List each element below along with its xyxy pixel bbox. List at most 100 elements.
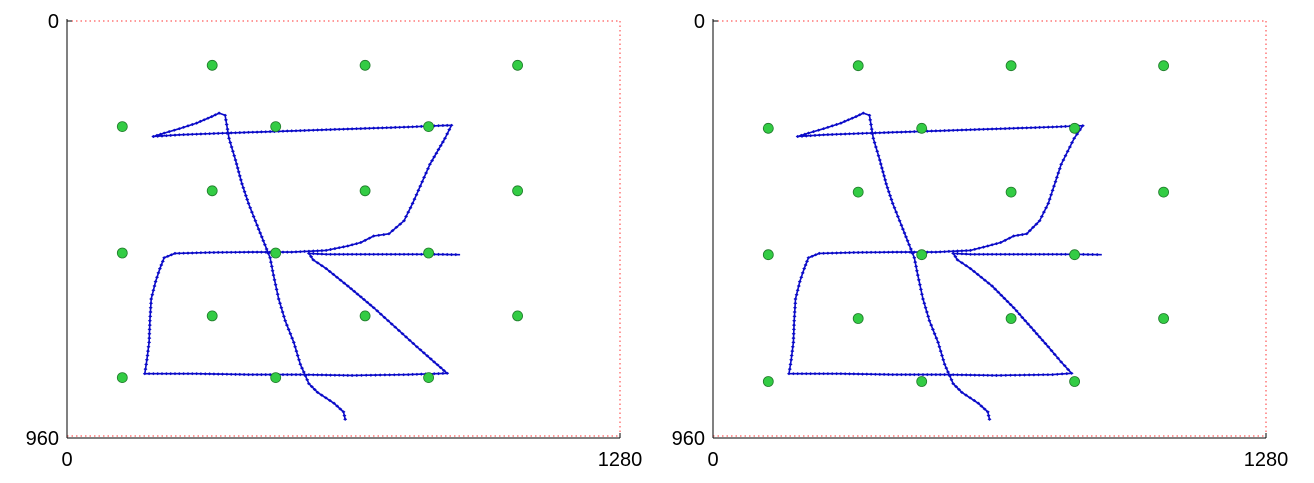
gaze-point xyxy=(355,292,360,296)
gaze-point xyxy=(856,372,861,376)
gaze-point xyxy=(273,283,278,287)
gaze-point xyxy=(890,130,895,134)
gaze-point xyxy=(440,123,445,128)
gaze-point xyxy=(816,128,821,132)
gaze-point xyxy=(345,252,350,256)
gaze-point xyxy=(338,278,343,282)
gaze-point xyxy=(324,128,329,132)
gaze-point xyxy=(1017,312,1022,316)
gaze-point xyxy=(402,219,406,223)
gaze-point xyxy=(1037,219,1042,223)
gaze-point xyxy=(328,128,333,132)
y-tick-label: 960 xyxy=(26,428,59,450)
gaze-point xyxy=(436,124,441,128)
gaze-point xyxy=(272,278,277,282)
gaze-point xyxy=(440,371,445,375)
target-point xyxy=(512,185,523,197)
gaze-point xyxy=(435,363,440,367)
target-point xyxy=(852,186,864,198)
target-point xyxy=(270,121,282,132)
gaze-point xyxy=(209,115,214,119)
target-point xyxy=(359,310,371,322)
gaze-point xyxy=(414,252,419,256)
gaze-point xyxy=(902,231,907,235)
gaze-point xyxy=(854,115,858,119)
gaze-point xyxy=(306,249,311,253)
gaze-point xyxy=(806,131,811,135)
gaze-point xyxy=(294,373,298,377)
gaze-point xyxy=(959,261,964,265)
gaze-point xyxy=(1027,373,1032,377)
gaze-point xyxy=(790,345,795,349)
gaze-point xyxy=(194,251,199,255)
gaze-point xyxy=(406,125,411,129)
gaze-point xyxy=(942,250,947,254)
gaze-point xyxy=(912,373,917,377)
gaze-point xyxy=(864,131,869,135)
gaze-point xyxy=(220,250,225,254)
gaze-point xyxy=(955,258,960,262)
gaze-point xyxy=(144,362,149,366)
gaze-point xyxy=(929,373,934,377)
gaze-point xyxy=(885,186,890,190)
gaze-point xyxy=(224,372,229,376)
gaze-point xyxy=(436,147,441,152)
gaze-point xyxy=(354,373,359,377)
gaze-point xyxy=(414,193,419,197)
gaze-point xyxy=(873,250,878,254)
gaze-point xyxy=(1003,127,1008,131)
gaze-point xyxy=(869,122,873,127)
gaze-point xyxy=(284,323,289,327)
gaze-point xyxy=(857,113,862,117)
gaze-point xyxy=(886,130,891,135)
gaze-point xyxy=(342,414,347,418)
gaze-point xyxy=(229,131,234,135)
gaze-point xyxy=(389,126,393,130)
gaze-point xyxy=(151,288,156,292)
gaze-point xyxy=(959,390,964,394)
gaze-point xyxy=(315,373,320,377)
gaze-point xyxy=(842,119,847,123)
gaze-point xyxy=(982,278,987,282)
gaze-point xyxy=(879,166,884,170)
gaze-point xyxy=(861,111,866,115)
target-point xyxy=(916,249,928,261)
gaze-point xyxy=(190,122,195,127)
gaze-point xyxy=(1022,373,1027,377)
target-point xyxy=(423,247,435,259)
gaze-point xyxy=(825,251,830,255)
gaze-point xyxy=(875,149,880,153)
gaze-point xyxy=(436,252,441,256)
gaze-point xyxy=(949,378,954,382)
gaze-point xyxy=(808,134,813,138)
gaze-point xyxy=(919,292,924,296)
gaze-point xyxy=(972,247,977,251)
gaze-point xyxy=(1011,234,1016,238)
gaze-point xyxy=(245,197,250,202)
gaze-point xyxy=(297,358,301,362)
gaze-point xyxy=(281,373,285,377)
gaze-point xyxy=(430,159,435,163)
gaze-point xyxy=(977,246,982,250)
gaze-point xyxy=(447,128,452,132)
gaze-point xyxy=(233,250,238,254)
target-point xyxy=(206,185,218,197)
gaze-point xyxy=(964,373,969,377)
gaze-point xyxy=(1005,299,1010,304)
gaze-point xyxy=(262,243,267,247)
gaze-point xyxy=(148,314,153,318)
gaze-point xyxy=(268,130,273,134)
gaze-point xyxy=(1031,328,1036,333)
gaze-point xyxy=(938,129,943,133)
gaze-point xyxy=(792,323,796,327)
gaze-point xyxy=(202,118,207,122)
target-point xyxy=(1158,60,1169,72)
gaze-point xyxy=(796,284,801,288)
gaze-point xyxy=(813,133,817,137)
gaze-point xyxy=(922,301,927,305)
gaze-point xyxy=(942,362,947,366)
gaze-point xyxy=(279,306,284,310)
gaze-point xyxy=(418,184,423,188)
gaze-point xyxy=(872,141,877,145)
gaze-point xyxy=(164,134,169,138)
